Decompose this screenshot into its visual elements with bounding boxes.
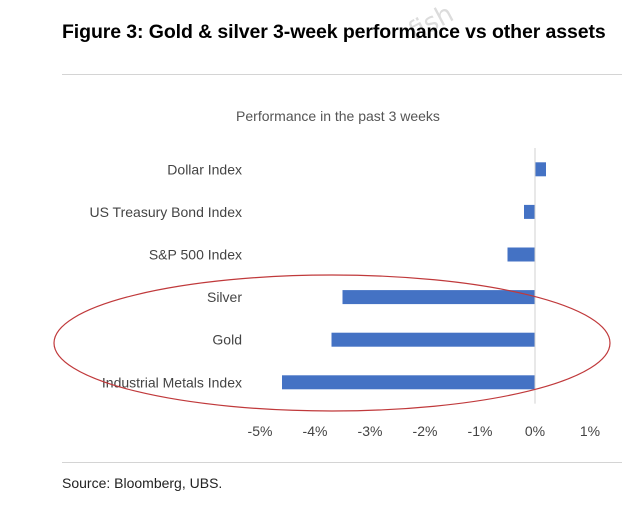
x-tick-label: -4%: [303, 423, 328, 439]
bar-dollar-index: [535, 162, 546, 177]
x-tick-label: -3%: [358, 423, 383, 439]
category-label: Dollar Index: [167, 161, 242, 177]
bar-s-p-500-index: [507, 247, 535, 262]
category-label: Gold: [212, 332, 242, 348]
figure-title: Figure 3: Gold & silver 3-week performan…: [62, 21, 606, 43]
x-tick-label: -5%: [248, 423, 273, 439]
chart-title: Performance in the past 3 weeks: [236, 108, 440, 124]
category-label: Silver: [207, 289, 242, 305]
highlight-ellipse: [53, 274, 611, 412]
x-tick-label: 0%: [525, 423, 545, 439]
bar-industrial-metals-index: [282, 375, 535, 390]
x-tick-label: -1%: [468, 423, 493, 439]
x-tick-label: 1%: [580, 423, 600, 439]
x-tick-label: -2%: [413, 423, 438, 439]
source-note: Source: Bloomberg, UBS.: [62, 475, 223, 491]
bar-silver: [342, 290, 535, 305]
bar-us-treasury-bond-index: [524, 204, 535, 219]
divider-top: [62, 74, 622, 75]
category-label: Industrial Metals Index: [102, 374, 242, 390]
bar-gold: [331, 332, 535, 347]
category-label: S&P 500 Index: [149, 247, 242, 263]
divider-bottom: [62, 462, 622, 463]
category-label: US Treasury Bond Index: [89, 204, 242, 220]
